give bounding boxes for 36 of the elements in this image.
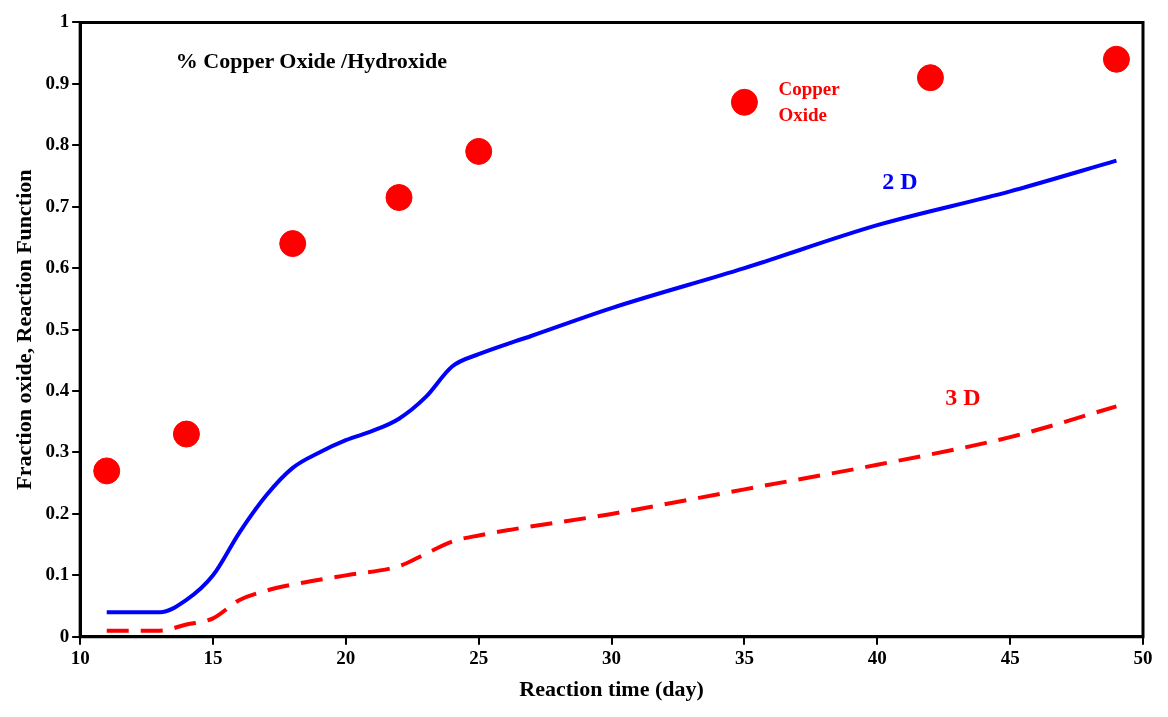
y-tick-label: 0.2 — [45, 501, 70, 523]
point — [916, 64, 944, 92]
x-tick-label: 35 — [734, 647, 754, 669]
x-tick-label: 45 — [1000, 647, 1020, 669]
y-tick-label: 0.7 — [45, 194, 70, 216]
y-tick-label: 0.9 — [45, 71, 70, 93]
x-tick-label: 25 — [469, 647, 489, 669]
x-tick-label: 30 — [602, 647, 622, 669]
line-series — [104, 404, 1119, 633]
point — [1102, 45, 1130, 73]
series-label: 2 D — [882, 168, 918, 195]
series-label: Copper Oxide — [778, 78, 841, 126]
x-axis-title: Reaction time (day) — [519, 676, 704, 702]
x-tick-label: 20 — [336, 647, 356, 669]
y-tick-label: 0.5 — [45, 317, 70, 339]
series-label: 3 D — [945, 384, 981, 411]
point — [279, 230, 307, 258]
point — [93, 457, 121, 485]
text: % Copper Oxide /Hydroxide — [175, 48, 448, 74]
x-tick-label: 40 — [867, 647, 887, 669]
y-tick-label: 0.4 — [45, 378, 70, 400]
y-tick-label: 1 — [59, 10, 70, 32]
y-tick-label: 0.8 — [45, 133, 70, 155]
y-axis-title: Fraction oxide, Reaction Function — [10, 169, 36, 490]
y-tick-label: 0.3 — [45, 440, 70, 462]
x-tick-label: 10 — [70, 647, 90, 669]
x-tick-label: 50 — [1133, 647, 1153, 669]
line-series — [104, 158, 1119, 615]
point — [385, 184, 413, 211]
point — [172, 420, 200, 448]
y-tick-label: 0 — [59, 624, 70, 646]
point — [730, 88, 758, 116]
point — [465, 137, 493, 165]
y-tick-label: 0.6 — [45, 256, 70, 278]
y-tick-label: 0.1 — [45, 563, 70, 585]
x-tick-label: 15 — [203, 647, 223, 669]
